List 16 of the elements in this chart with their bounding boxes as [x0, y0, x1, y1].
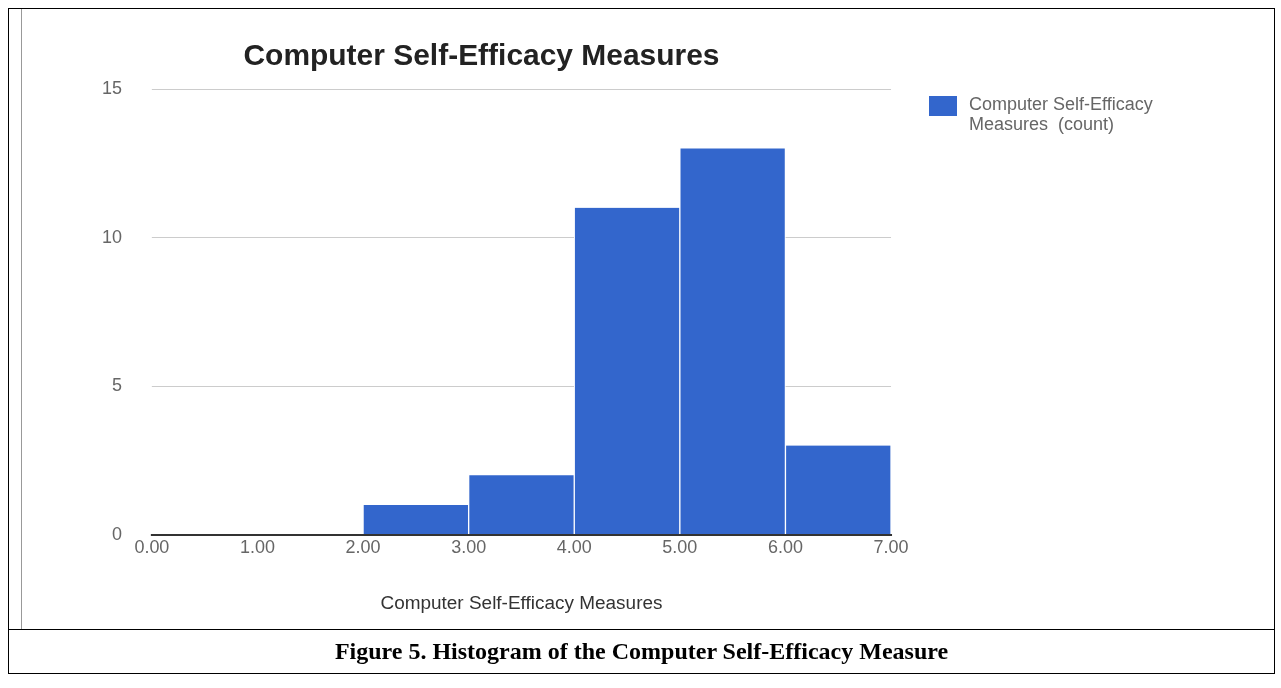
chart-title: Computer Self-Efficacy Measures: [243, 38, 720, 72]
x-tick-label: 5.00: [662, 537, 698, 558]
legend-label: Computer Self-Efficacy Measures (count): [969, 94, 1154, 134]
x-tick-label: 3.00: [451, 537, 487, 558]
x-tick-label: 6.00: [767, 537, 803, 558]
x-axis-title: Computer Self-Efficacy Measures: [380, 591, 663, 613]
x-tick-label: 4.00: [556, 537, 592, 558]
caption: Figure 5. Histogram of the Computer Self-Efficacy Measure: [333, 637, 950, 666]
x-tick-label: 0.00: [134, 537, 170, 558]
y-tick-label: 10: [101, 226, 122, 247]
x-tick-label: 7.00: [873, 537, 909, 558]
y-tick-label: 5: [111, 375, 122, 396]
x-tick-label: 1.00: [239, 537, 275, 558]
x-tick-label: 2.00: [345, 537, 381, 558]
y-tick-label: 15: [101, 77, 122, 98]
y-tick-label: 0: [111, 523, 122, 544]
